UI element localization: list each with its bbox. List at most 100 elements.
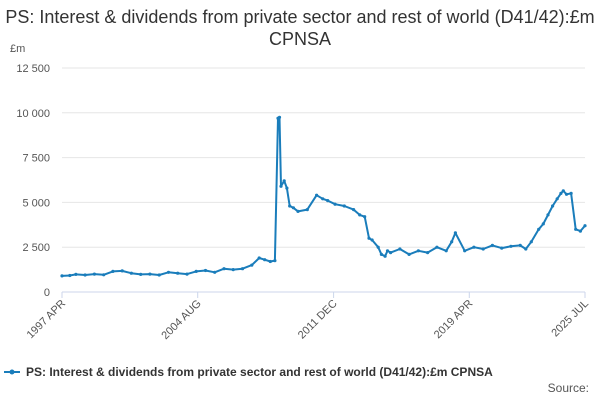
data-point[interactable]: [263, 258, 267, 262]
y-tick-label: 7 500: [22, 153, 50, 165]
series-group[interactable]: [60, 115, 587, 278]
data-point[interactable]: [291, 206, 295, 210]
data-point[interactable]: [426, 251, 430, 255]
legend-marker: [9, 369, 15, 375]
data-point[interactable]: [363, 215, 367, 219]
data-point[interactable]: [166, 270, 171, 274]
data-point[interactable]: [574, 227, 578, 231]
data-point[interactable]: [257, 256, 261, 260]
data-point[interactable]: [537, 227, 541, 231]
data-point[interactable]: [435, 245, 439, 249]
data-point[interactable]: [305, 208, 309, 212]
data-point[interactable]: [541, 222, 545, 226]
data-point[interactable]: [450, 240, 454, 244]
data-point[interactable]: [416, 249, 420, 253]
data-point[interactable]: [268, 259, 272, 264]
data-point[interactable]: [185, 272, 189, 276]
data-point[interactable]: [326, 199, 330, 203]
data-point[interactable]: [569, 191, 573, 195]
data-point[interactable]: [551, 204, 555, 208]
data-point[interactable]: [342, 204, 346, 208]
data-point[interactable]: [83, 273, 87, 277]
data-point[interactable]: [194, 269, 198, 273]
data-point[interactable]: [176, 271, 180, 275]
data-point[interactable]: [129, 271, 133, 275]
legend-label: PS: Interest & dividends from private se…: [26, 365, 493, 379]
x-tick-label: 2004 AUG: [159, 298, 203, 342]
data-point[interactable]: [203, 268, 208, 273]
data-point[interactable]: [518, 243, 522, 247]
data-point[interactable]: [148, 272, 152, 276]
data-point[interactable]: [92, 272, 96, 276]
data-point[interactable]: [279, 184, 283, 188]
data-point[interactable]: [583, 224, 587, 228]
y-tick-label: 12 500: [16, 63, 50, 75]
data-point[interactable]: [472, 245, 476, 249]
data-point[interactable]: [561, 189, 565, 193]
data-point[interactable]: [509, 244, 513, 248]
x-axis-ticks: 1997 APR 2004 AUG 2011 DEC 2019 APR 2025 JUL: [25, 292, 591, 342]
chart-title: PS: Interest & dividends from private se…: [5, 7, 595, 49]
data-point[interactable]: [383, 254, 387, 258]
data-point[interactable]: [389, 251, 393, 255]
data-point[interactable]: [564, 192, 569, 196]
data-point[interactable]: [321, 197, 325, 201]
data-point[interactable]: [285, 186, 289, 190]
data-point[interactable]: [288, 204, 292, 208]
data-point[interactable]: [444, 249, 448, 253]
source-label: Source:: [548, 381, 589, 395]
data-point[interactable]: [333, 202, 337, 206]
data-point[interactable]: [559, 191, 563, 195]
data-point[interactable]: [352, 208, 356, 212]
y-tick-label: 10 000: [16, 108, 50, 120]
data-point[interactable]: [463, 249, 467, 253]
data-point[interactable]: [370, 238, 374, 242]
data-point[interactable]: [282, 179, 286, 183]
data-point[interactable]: [315, 193, 319, 197]
data-point[interactable]: [102, 273, 106, 277]
y-axis-unit: £m: [10, 43, 25, 55]
data-point[interactable]: [524, 247, 528, 251]
data-point[interactable]: [490, 243, 494, 247]
data-point[interactable]: [546, 213, 550, 217]
data-point[interactable]: [213, 270, 217, 274]
data-point[interactable]: [453, 231, 457, 235]
data-point[interactable]: [529, 240, 533, 244]
data-point[interactable]: [157, 273, 161, 277]
data-point[interactable]: [250, 263, 254, 267]
data-point[interactable]: [481, 247, 485, 251]
data-point[interactable]: [231, 268, 235, 272]
data-point[interactable]: [398, 247, 402, 251]
data-point[interactable]: [222, 267, 226, 271]
data-point[interactable]: [500, 246, 504, 250]
legend[interactable]: PS: Interest & dividends from private se…: [4, 365, 493, 379]
data-point[interactable]: [139, 272, 143, 276]
data-point[interactable]: [358, 213, 362, 217]
x-tick-label: 2011 DEC: [296, 298, 340, 342]
data-point[interactable]: [68, 273, 72, 278]
x-tick-label: 1997 APR: [25, 298, 69, 342]
series-line[interactable]: [61, 116, 586, 277]
grid-lines: [62, 67, 585, 248]
data-point[interactable]: [385, 249, 390, 253]
data-point[interactable]: [578, 229, 583, 233]
data-point[interactable]: [407, 252, 411, 256]
y-tick-label: 0: [44, 287, 50, 299]
data-point[interactable]: [120, 269, 124, 273]
data-point[interactable]: [379, 252, 383, 256]
data-point[interactable]: [376, 245, 380, 249]
y-tick-label: 5 000: [22, 197, 50, 209]
data-point[interactable]: [555, 197, 559, 201]
data-point[interactable]: [296, 209, 300, 213]
x-tick-label: 2019 APR: [432, 298, 476, 342]
x-tick-label: 2025 JUL: [549, 298, 591, 340]
data-point[interactable]: [367, 236, 371, 240]
data-point[interactable]: [273, 259, 277, 263]
data-point[interactable]: [277, 115, 282, 119]
data-point[interactable]: [60, 274, 64, 278]
data-point[interactable]: [74, 272, 78, 276]
y-axis-ticks: 0 2 500 5 000 7 500 10 000 12 500: [16, 63, 50, 299]
data-point[interactable]: [240, 267, 245, 271]
data-point[interactable]: [111, 269, 115, 273]
